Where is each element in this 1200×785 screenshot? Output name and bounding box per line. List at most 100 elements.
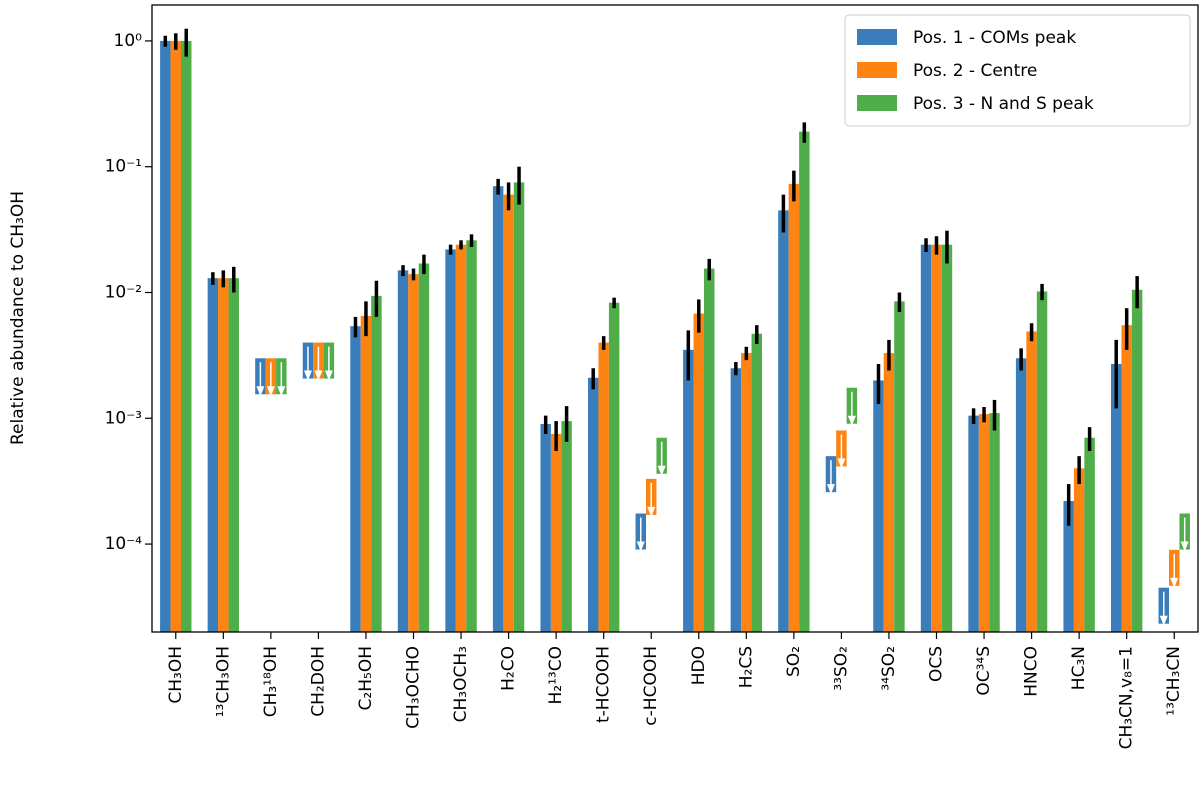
bar [598,342,609,632]
bar [170,40,182,632]
bar [1036,291,1048,632]
x-tick-label: HDO [689,646,709,685]
bar [683,349,694,632]
x-tick-label: ³³SO₂ [831,646,851,691]
bar [608,302,620,632]
plot-frame [151,4,1199,633]
bar [751,333,763,632]
bar [408,274,419,632]
x-tick-label: t-HCOOH [594,646,614,723]
bar [730,368,742,632]
upper-limit-arrow-head [324,370,333,381]
bar [693,313,705,632]
x-tick-label: H₂¹³CO [546,646,566,704]
bar [445,249,456,632]
bar [1063,501,1074,632]
x-tick-label: c-HCOOH [641,646,661,726]
x-tick-label: CH₂DOH [308,646,328,717]
legend-swatch [857,29,897,45]
bar [360,316,372,632]
upper-limit-arrow-head [636,541,645,552]
bar [931,244,942,633]
y-tick-label: 10⁻⁴ [105,534,143,554]
upper-limit-arrow-head [277,386,286,397]
legend-swatch [857,62,897,78]
bar [587,377,599,632]
bar [218,278,229,632]
bar [883,353,895,632]
x-tick-label: OCS [927,646,947,682]
upper-limit-arrow-head [1170,577,1179,588]
upper-limit-arrow-head [1159,615,1168,626]
bar [778,210,789,633]
bar [455,244,467,633]
bar [466,240,477,632]
bar [1073,468,1085,632]
y-axis-label: Relative abundance to CH₃OH [8,191,28,445]
upper-limit-arrow-head [256,386,265,397]
y-tick-label: 10⁻² [105,282,142,302]
x-tick-label: CH₃CN,v₈=1 [1117,646,1137,749]
legend-label: Pos. 2 - Centre [913,61,1037,81]
bar [1084,437,1095,632]
bar [397,270,409,632]
x-tick-label: CH₃¹⁸OH [261,646,281,717]
bar [513,182,525,633]
legend-label: Pos. 3 - N and S peak [913,94,1094,114]
x-tick-label: ¹³CH₃CN [1164,646,1184,716]
upper-limit-arrow-head [314,370,323,381]
upper-limit-arrow-head [847,415,856,426]
bar [873,380,884,632]
upper-limit-arrow-head [657,465,666,476]
bar [207,278,219,632]
bar [492,186,504,632]
bar [503,194,514,633]
legend-swatch [857,95,897,111]
upper-limit-arrow-head [647,506,656,517]
bar [741,353,752,632]
y-tick-label: 10⁻¹ [105,157,142,177]
bar [894,301,905,632]
x-tick-label: ³⁴SO₂ [879,646,899,691]
x-tick-label: CH₃OCHO [404,646,424,729]
legend-label: Pos. 1 - COMs peak [913,28,1076,48]
x-tick-label: C₂H₅OH [356,646,376,710]
x-tick-label: HNCO [1022,646,1042,697]
bar [989,413,1000,632]
upper-limit-arrow-head [266,386,275,397]
bar [704,268,715,632]
upper-limit-arrow-head [826,484,835,495]
bar [799,131,810,633]
bar [550,434,562,632]
bar [160,40,171,632]
bar [788,183,800,632]
bar [978,414,990,632]
bar [350,326,361,632]
x-tick-label: CH₃OH [166,646,186,704]
y-tick-label: 10⁰ [114,31,143,51]
bar [228,278,240,632]
x-tick-label: ¹³CH₃OH [213,646,233,717]
upper-limit-arrow-head [303,370,312,381]
bar [418,263,430,632]
bar [561,421,572,632]
x-tick-label: SO₂ [784,646,804,677]
bar [371,295,382,632]
bar [1131,289,1143,632]
x-tick-label: H₂CO [499,646,519,691]
bar [181,40,192,632]
upper-limit-arrow-head [1180,541,1189,552]
bar [1026,331,1037,632]
bar [968,415,979,632]
y-tick-label: 10⁻³ [105,408,142,428]
upper-limit-arrow-head [837,458,846,469]
legend-box [844,14,1191,127]
x-tick-label: H₂CS [736,646,756,688]
x-tick-label: HC₃N [1069,646,1089,690]
bar [1121,325,1132,632]
bar [1015,358,1027,632]
x-tick-label: CH₃OCH₃ [451,646,471,722]
bar [941,244,953,633]
x-tick-label: OC³⁴S [974,646,994,696]
